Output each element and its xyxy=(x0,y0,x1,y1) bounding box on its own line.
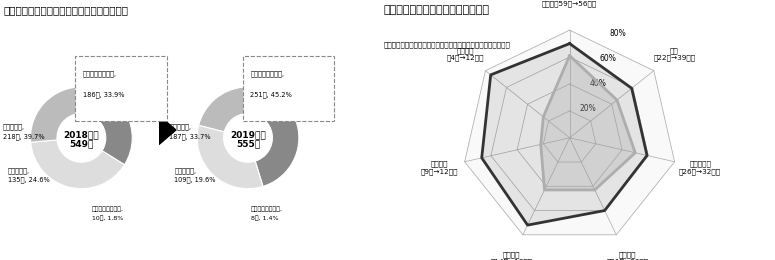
Text: 251社, 45.2%: 251社, 45.2% xyxy=(250,91,292,98)
Text: 2018年度: 2018年度 xyxy=(64,130,99,139)
Text: わからない,: わからない, xyxy=(2,124,25,130)
Text: 図表８　米中摩擦：収益への影響（業種別）: 図表８ 米中摩擦：収益への影響（業種別） xyxy=(4,5,129,15)
Text: 増加が見込まれる,: 増加が見込まれる, xyxy=(91,206,123,212)
Wedge shape xyxy=(198,87,246,132)
Polygon shape xyxy=(541,56,635,190)
Text: 「収益の減少が見込まれる」と回答した企業数の業種ごとの割合: 「収益の減少が見込まれる」と回答した企業数の業種ごとの割合 xyxy=(384,42,511,48)
Text: 影響はない,: 影響はない, xyxy=(174,167,196,174)
Wedge shape xyxy=(81,87,133,165)
Text: 図表９　減益と回答した企業の割合: 図表９ 減益と回答した企業の割合 xyxy=(384,5,490,15)
Text: 8社, 1.4%: 8社, 1.4% xyxy=(250,215,278,221)
Text: わからない,: わからない, xyxy=(169,124,191,130)
Wedge shape xyxy=(30,87,78,142)
Text: 187社, 33.7%: 187社, 33.7% xyxy=(169,134,211,140)
Wedge shape xyxy=(243,87,248,113)
Wedge shape xyxy=(197,125,263,189)
Text: 135社, 24.6%: 135社, 24.6% xyxy=(8,177,50,183)
Text: 109社, 19.6%: 109社, 19.6% xyxy=(174,177,215,183)
Polygon shape xyxy=(465,30,674,235)
Polygon shape xyxy=(159,115,176,145)
Text: 2019年度: 2019年度 xyxy=(230,130,266,139)
Wedge shape xyxy=(76,87,81,114)
Text: 555社: 555社 xyxy=(236,139,260,148)
Text: 549社: 549社 xyxy=(69,139,94,148)
Text: 186社, 33.9%: 186社, 33.9% xyxy=(83,91,125,98)
Wedge shape xyxy=(248,87,299,186)
Text: 減少が見込まれる,: 減少が見込まれる, xyxy=(83,70,117,77)
Polygon shape xyxy=(482,44,647,225)
Text: 増加が見込まれる,: 増加が見込まれる, xyxy=(250,206,283,212)
Text: 218社, 39.7%: 218社, 39.7% xyxy=(2,134,44,140)
Wedge shape xyxy=(31,140,125,189)
Text: 10社, 1.8%: 10社, 1.8% xyxy=(91,215,122,221)
Text: 影響はない,: 影響はない, xyxy=(8,167,29,174)
Text: 減少が見込まれる,: 減少が見込まれる, xyxy=(250,70,284,77)
